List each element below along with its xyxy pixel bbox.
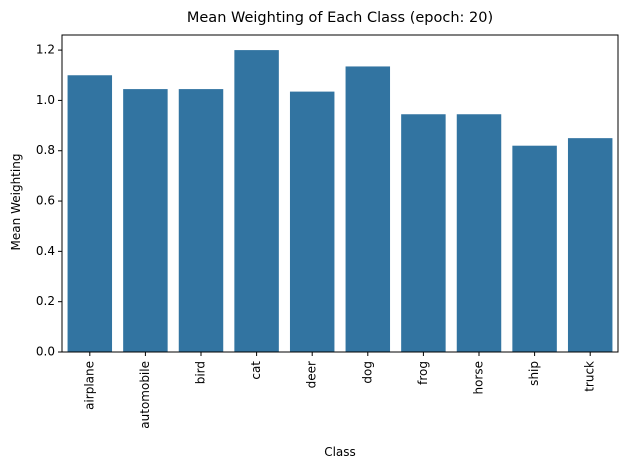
x-tick-label: cat — [249, 361, 263, 380]
y-tick-label: 1.0 — [36, 93, 55, 107]
y-tick-label: 0.2 — [36, 294, 55, 308]
bar-truck — [567, 138, 613, 352]
x-tick-label: airplane — [82, 361, 96, 410]
y-axis-ticks: 0.0 0.2 0.4 0.6 0.8 1.0 1.2 — [36, 43, 62, 359]
y-tick-label: 0.0 — [36, 345, 55, 359]
y-tick-label: 0.6 — [36, 194, 55, 208]
bar-automobile — [123, 89, 168, 352]
bar-deer — [289, 91, 335, 352]
x-tick-label: truck — [583, 361, 597, 392]
x-axis-label: Class — [324, 445, 356, 459]
bar-cat — [234, 50, 279, 352]
x-tick-label: dog — [360, 361, 374, 384]
x-tick-label: deer — [305, 361, 319, 388]
bar-airplane — [67, 75, 113, 352]
x-axis-ticks: airplane automobile bird cat deer dog frog hors… — [82, 352, 597, 429]
y-tick-label: 1.2 — [36, 43, 55, 57]
bars-group — [67, 50, 613, 352]
y-axis-label: Mean Weighting — [9, 154, 23, 251]
x-tick-label: bird — [194, 361, 208, 384]
y-tick-label: 0.8 — [36, 143, 55, 157]
bar-ship — [512, 145, 557, 352]
y-tick-label: 0.4 — [36, 244, 55, 258]
x-tick-label: frog — [416, 361, 430, 385]
bar-bird — [178, 89, 224, 352]
x-tick-label: horse — [472, 361, 486, 395]
x-tick-label: automobile — [138, 361, 152, 429]
bar-dog — [345, 66, 391, 352]
bar-frog — [401, 114, 446, 352]
x-tick-label: ship — [527, 361, 541, 386]
bar-horse — [456, 114, 502, 352]
chart-title: Mean Weighting of Each Class (epoch: 20) — [187, 10, 493, 26]
plot-frame — [61, 34, 619, 353]
